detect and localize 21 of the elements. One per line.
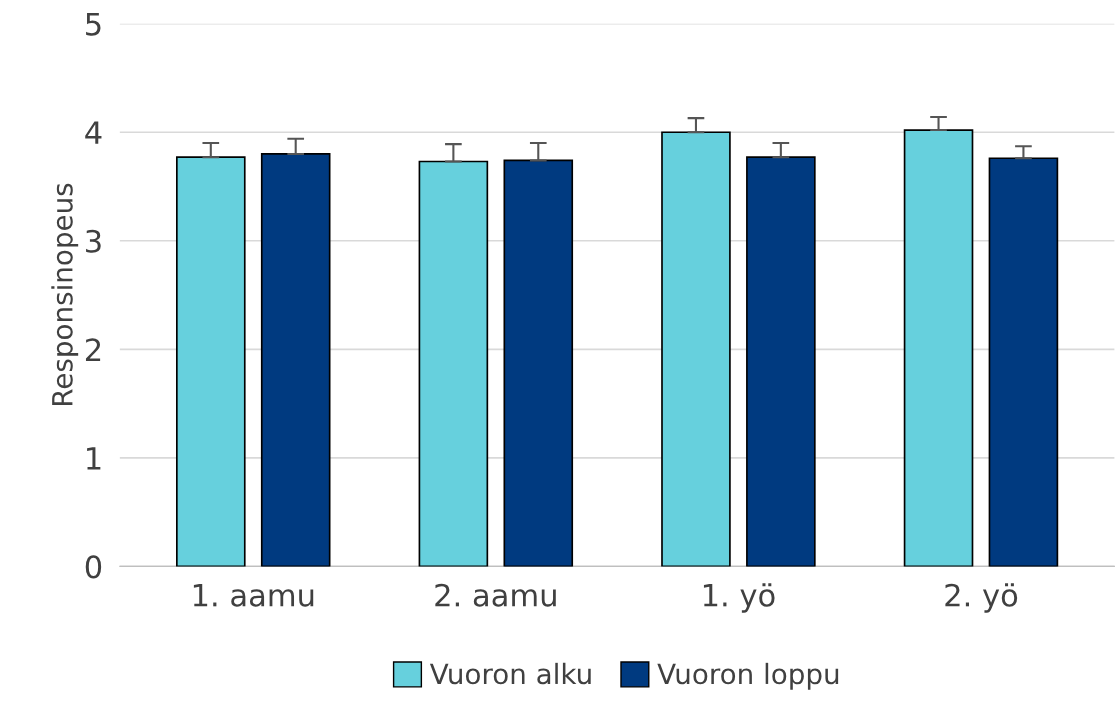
- y-tick-label: 2: [85, 338, 101, 361]
- bar: [418, 160, 489, 567]
- bar: [503, 159, 574, 567]
- bar: [903, 129, 974, 567]
- x-tick-label: 1. aamu: [193, 584, 314, 607]
- bar: [176, 156, 246, 567]
- y-tick-label: 4: [85, 121, 102, 144]
- y-axis-title: Responsinopeus: [51, 183, 79, 406]
- bar: [661, 131, 731, 567]
- y-tick-label: 1: [87, 447, 101, 470]
- y-tick-label: 5: [86, 12, 101, 36]
- bar: [260, 153, 331, 567]
- x-tick-label: 2. yö: [945, 583, 1018, 613]
- x-tick-label: 1. yö: [703, 583, 775, 613]
- y-tick-label: 3: [86, 229, 101, 253]
- y-tick-label: 0: [85, 555, 102, 579]
- legend-label: Vuoron loppu: [657, 662, 839, 690]
- legend-label: Vuoron alku: [429, 662, 591, 685]
- bar: [746, 156, 816, 567]
- x-tick-label: 2. aamu: [435, 583, 556, 607]
- bar: [988, 157, 1059, 567]
